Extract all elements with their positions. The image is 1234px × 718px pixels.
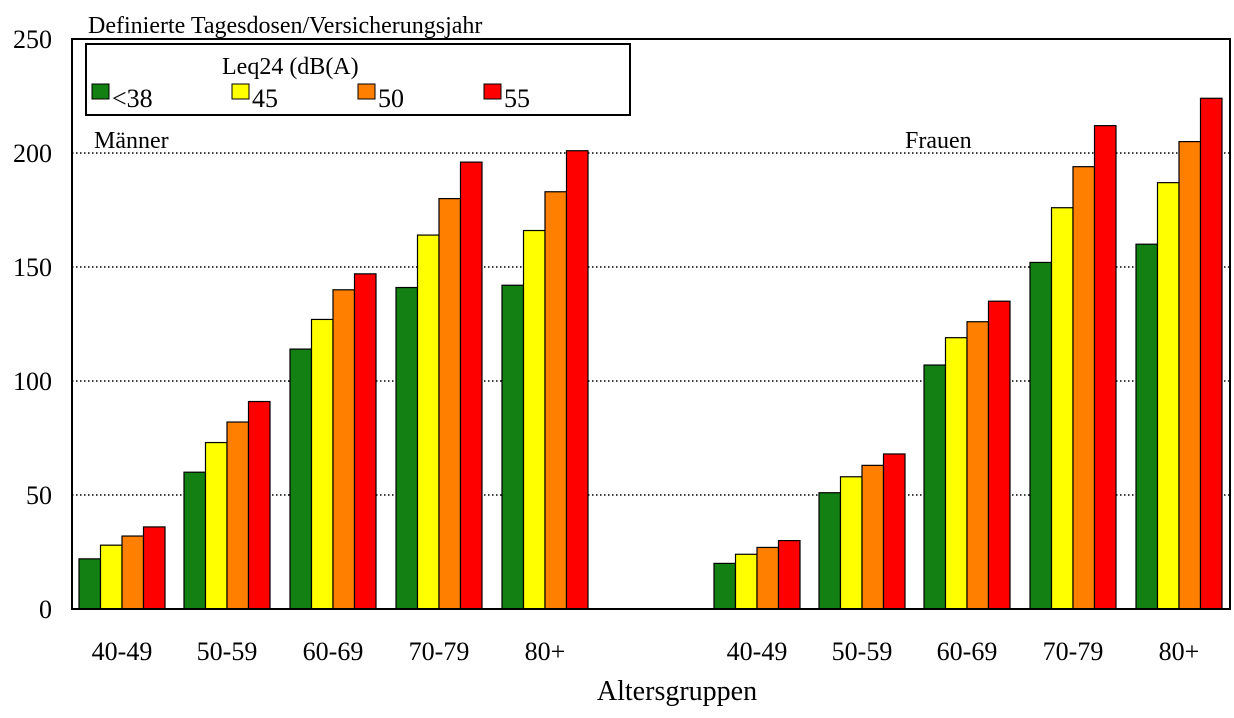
legend: Leq24 (dB(A) <38 45 50 55 (85, 43, 631, 116)
bar-frauen-40-49-55 (777, 539, 801, 610)
bar-frauen-70-79-50 (1072, 166, 1096, 610)
bar-frauen-70-79-<38 (1029, 261, 1053, 610)
bar-maenner-70-79-<38 (395, 286, 419, 610)
legend-swatch-45 (231, 83, 250, 100)
panel-label-frauen: Frauen (905, 128, 972, 154)
bar-frauen-80+-50 (1178, 141, 1202, 610)
bar-frauen-70-79-55 (1093, 125, 1117, 610)
x-tick-label-frauen-80+: 80+ (1159, 637, 1200, 666)
bar-maenner-50-59-55 (247, 400, 271, 610)
bar-maenner-40-49-45 (99, 544, 123, 610)
y-tick-label-0: 0 (39, 595, 52, 624)
legend-label-50: 50 (378, 84, 404, 113)
panel-label-maenner: Männer (94, 128, 169, 154)
bar-frauen-80+-<38 (1135, 243, 1159, 610)
bar-maenner-70-79-55 (459, 161, 483, 610)
legend-swatch-50 (357, 83, 376, 100)
bar-frauen-50-59-<38 (818, 492, 842, 610)
bar-maenner-50-59-50 (226, 421, 250, 610)
legend-label-45: 45 (252, 84, 278, 113)
y-tick-label-100: 100 (13, 367, 52, 396)
bar-frauen-60-69-<38 (923, 364, 947, 610)
bar-frauen-60-69-55 (987, 300, 1011, 610)
bar-maenner-70-79-50 (438, 198, 462, 610)
plot-frame (71, 38, 1231, 610)
bar-maenner-40-49-<38 (78, 558, 102, 610)
y-axis-label: Definierte Tagesdosen/Versicherungsjahr (88, 13, 482, 39)
bar-maenner-50-59-<38 (183, 471, 207, 610)
x-tick-label-frauen-60-69: 60-69 (937, 637, 998, 666)
legend-entries: <38 45 50 55 (91, 83, 530, 113)
x-tick-label-maenner-50-59: 50-59 (197, 637, 258, 666)
x-tick-label-maenner-40-49: 40-49 (92, 637, 153, 666)
y-tick-label-50: 50 (26, 481, 52, 510)
bar-frauen-50-59-45 (839, 476, 863, 610)
bar-frauen-60-69-50 (966, 321, 990, 610)
legend-title: Leq24 (dB(A) (222, 54, 359, 80)
bar-frauen-40-49-45 (734, 553, 758, 610)
bar-frauen-80+-55 (1199, 97, 1223, 610)
legend-label-<38: <38 (112, 84, 153, 113)
legend-swatch-<38 (91, 83, 110, 100)
bar-maenner-50-59-45 (204, 441, 228, 610)
bar-frauen-70-79-45 (1050, 207, 1074, 610)
bar-frauen-60-69-45 (944, 337, 968, 610)
legend-label-55: 55 (504, 84, 530, 113)
x-tick-label-maenner-70-79: 70-79 (409, 637, 470, 666)
y-tick-label-200: 200 (13, 139, 52, 168)
bar-maenner-40-49-50 (121, 535, 145, 610)
y-axis-ticks: 0 50 100 150 200 250 (13, 25, 52, 624)
x-tick-label-maenner-60-69: 60-69 (303, 637, 364, 666)
bar-frauen-40-49-<38 (713, 562, 737, 610)
bar-maenner-60-69-50 (332, 289, 356, 610)
bar-frauen-80+-45 (1156, 182, 1180, 610)
bar-maenner-60-69-<38 (289, 348, 313, 610)
x-axis-label: Altersgruppen (597, 676, 757, 707)
x-tick-label-frauen-40-49: 40-49 (727, 637, 788, 666)
y-tick-label-250: 250 (13, 25, 52, 54)
bar-maenner-60-69-55 (353, 273, 377, 610)
bar-frauen-40-49-50 (756, 546, 780, 610)
bar-maenner-80+-<38 (501, 284, 525, 610)
bar-maenner-40-49-55 (142, 526, 166, 610)
x-axis-ticks: 40-49 50-59 60-69 70-79 80+ 40-49 50-59 60-69 70… (92, 637, 1200, 666)
bar-maenner-80+-50 (544, 191, 568, 610)
x-tick-label-maenner-80+: 80+ (525, 637, 566, 666)
bar-frauen-50-59-55 (882, 453, 906, 610)
legend-box (85, 43, 631, 116)
y-tick-label-150: 150 (13, 253, 52, 282)
x-tick-label-frauen-50-59: 50-59 (832, 637, 893, 666)
bar-frauen-50-59-50 (861, 464, 885, 610)
x-tick-label-frauen-70-79: 70-79 (1043, 637, 1104, 666)
bar-maenner-80+-55 (565, 150, 589, 610)
legend-swatch-55 (483, 83, 502, 100)
bar-maenner-60-69-45 (310, 318, 334, 610)
bars (78, 97, 1223, 610)
bar-maenner-70-79-45 (416, 234, 440, 610)
bar-maenner-80+-45 (522, 229, 546, 610)
